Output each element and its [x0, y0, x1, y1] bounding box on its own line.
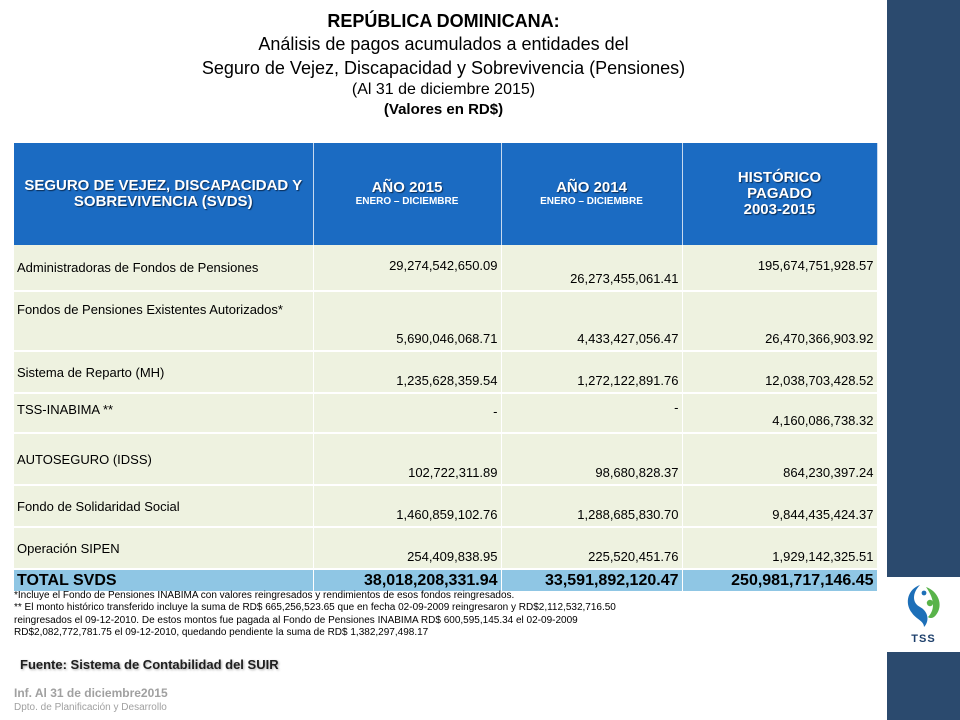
logo-text: TSS [911, 633, 936, 645]
value-historic: 864,230,397.24 [682, 433, 878, 486]
footnote-4: RD$2,082,772,781.75 el 09-12-2010, queda… [14, 627, 429, 639]
units-note: (Valores en RD$) [383, 101, 504, 118]
header-entity: SEGURO DE VEJEZ, DISCAPACIDAD Y SOBREVIV… [14, 143, 314, 245]
value-historic: 1,929,142,325.51 [682, 527, 878, 570]
value-2014: 1,272,122,891.76 [501, 351, 683, 394]
table-header-row: SEGURO DE VEJEZ, DISCAPACIDAD Y SOBREVIV… [14, 143, 878, 245]
tss-logo-icon [907, 585, 940, 627]
date-note: (Al 31 de diciembre 2015) [351, 81, 536, 98]
footnote-3: reingresados el 09-12-2010. De estos mon… [14, 614, 578, 626]
value-historic: 26,470,366,903.92 [682, 291, 878, 352]
total-historic: 250,981,717,146.45 [682, 569, 878, 593]
value-2014: 26,273,455,061.41 [501, 245, 683, 292]
subtitle-line-2: Seguro de Vejez, Discapacidad y Sobreviv… [201, 58, 686, 78]
value-2014: 225,520,451.76 [501, 527, 683, 570]
total-row: TOTAL SVDS 38,018,208,331.94 33,591,892,… [14, 569, 878, 593]
table-row: Sistema de Reparto (MH) 1,235,628,359.54… [14, 351, 878, 394]
value-historic: 12,038,703,428.52 [682, 351, 878, 394]
table-row: Fondos de Pensiones Existentes Autorizad… [14, 291, 878, 352]
row-label: Fondo de Solidaridad Social [14, 485, 314, 528]
total-label: TOTAL SVDS [14, 569, 314, 593]
header-2014: AÑO 2014 ENERO – DICIEMBRE [501, 143, 683, 245]
table-row: Administradoras de Fondos de Pensiones 2… [14, 245, 878, 292]
value-historic: 4,160,086,738.32 [682, 393, 878, 434]
table-row: AUTOSEGURO (IDSS) 102,722,311.89 98,680,… [14, 433, 878, 486]
value-2014: 4,433,427,056.47 [501, 291, 683, 352]
row-label: Operación SIPEN [14, 527, 314, 570]
value-2015: 29,274,542,650.09 [313, 245, 502, 292]
page-title: REPÚBLICA DOMINICANA: [327, 11, 560, 31]
table-row: Fondo de Solidaridad Social 1,460,859,10… [14, 485, 878, 528]
row-label: Administradoras de Fondos de Pensiones [14, 245, 314, 292]
footnotes: *Incluye el Fondo de Pensiones INABIMA c… [14, 590, 814, 640]
value-2015: 254,409,838.95 [313, 527, 502, 570]
value-2014: 1,288,685,830.70 [501, 485, 683, 528]
department: Dpto. de Planificación y Desarrollo [14, 702, 167, 713]
value-historic: 9,844,435,424.37 [682, 485, 878, 528]
table-row: TSS-INABIMA ** - - 4,160,086,738.32 [14, 393, 878, 434]
row-label: Sistema de Reparto (MH) [14, 351, 314, 394]
value-2015: 1,235,628,359.54 [313, 351, 502, 394]
value-2014: - [501, 393, 683, 434]
row-label: AUTOSEGURO (IDSS) [14, 433, 314, 486]
table-row: Operación SIPEN 254,409,838.95 225,520,4… [14, 527, 878, 570]
footnote-2: ** El monto histórico transferido incluy… [14, 602, 616, 614]
header-2015: AÑO 2015 ENERO – DICIEMBRE [313, 143, 502, 245]
report-date: Inf. Al 31 de diciembre2015 [14, 686, 168, 700]
payments-table: SEGURO DE VEJEZ, DISCAPACIDAD Y SOBREVIV… [14, 143, 878, 593]
tss-logo: TSS [887, 577, 960, 652]
footnote-1: *Incluye el Fondo de Pensiones INABIMA c… [14, 590, 515, 601]
total-2014: 33,591,892,120.47 [501, 569, 683, 593]
subtitle-line-1: Análisis de pagos acumulados a entidades… [258, 34, 629, 54]
value-2015: 102,722,311.89 [313, 433, 502, 486]
row-label: TSS-INABIMA ** [14, 393, 314, 434]
value-2015: 5,690,046,068.71 [313, 291, 502, 352]
total-2015: 38,018,208,331.94 [313, 569, 502, 593]
header-historic: HISTÓRICO PAGADO 2003-2015 [682, 143, 878, 245]
page-header: REPÚBLICA DOMINICANA: Análisis de pagos … [0, 10, 887, 120]
value-2015: 1,460,859,102.76 [313, 485, 502, 528]
value-2015: - [313, 393, 502, 434]
row-label: Fondos de Pensiones Existentes Autorizad… [14, 291, 314, 352]
value-2014: 98,680,828.37 [501, 433, 683, 486]
source-note: Fuente: Sistema de Contabilidad del SUIR [20, 657, 279, 672]
value-historic: 195,674,751,928.57 [682, 245, 878, 292]
